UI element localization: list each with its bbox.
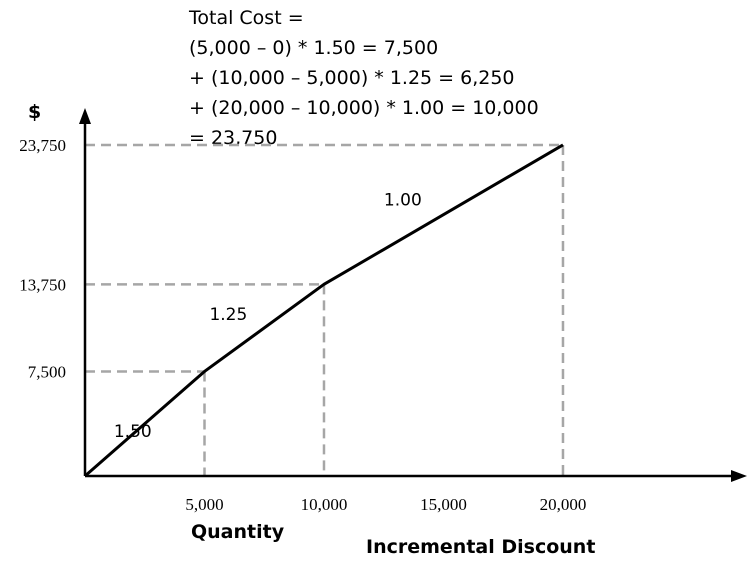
formula-line: (5,000 – 0) * 1.50 = 7,500 — [189, 37, 439, 59]
x-tick-labels: 5,000 10,000 15,000 20,000 — [185, 495, 586, 514]
formula-line: = 23,750 — [189, 127, 278, 149]
chart-caption: Incremental Discount — [366, 536, 595, 558]
guide-lines — [85, 143, 565, 476]
formula-line: + (10,000 – 5,000) * 1.25 = 6,250 — [189, 67, 515, 89]
x-tick-label-1: 10,000 — [301, 495, 348, 514]
x-tick-label-2: 15,000 — [420, 495, 467, 514]
segment-label-2: 1.00 — [384, 191, 422, 211]
total-cost-line — [84, 143, 564, 478]
y-axis-arrow-icon — [79, 108, 91, 124]
y-tick-label-0: 7,500 — [28, 362, 66, 381]
x-axis-arrow-icon — [731, 470, 747, 482]
total-cost-formula: Total Cost = (5,000 – 0) * 1.50 = 7,500 … — [189, 3, 539, 153]
segment-label-0: 1.50 — [114, 422, 152, 442]
x-tick-label-0: 5,000 — [185, 495, 223, 514]
x-tick-label-3: 20,000 — [540, 495, 587, 514]
chart-axes — [79, 108, 747, 482]
segment-label-1: 1.25 — [209, 305, 247, 325]
y-tick-labels: 7,500 13,750 23,750 — [19, 136, 66, 382]
y-tick-label-1: 13,750 — [19, 275, 66, 294]
formula-line: Total Cost = — [189, 7, 304, 29]
x-axis-label: Quantity — [191, 521, 285, 543]
segment-rate-labels: 1.50 1.25 1.00 — [114, 191, 422, 442]
y-tick-label-2: 23,750 — [19, 136, 66, 155]
y-axis-label: $ — [28, 101, 41, 123]
formula-line: + (20,000 – 10,000) * 1.00 = 10,000 — [189, 97, 539, 119]
